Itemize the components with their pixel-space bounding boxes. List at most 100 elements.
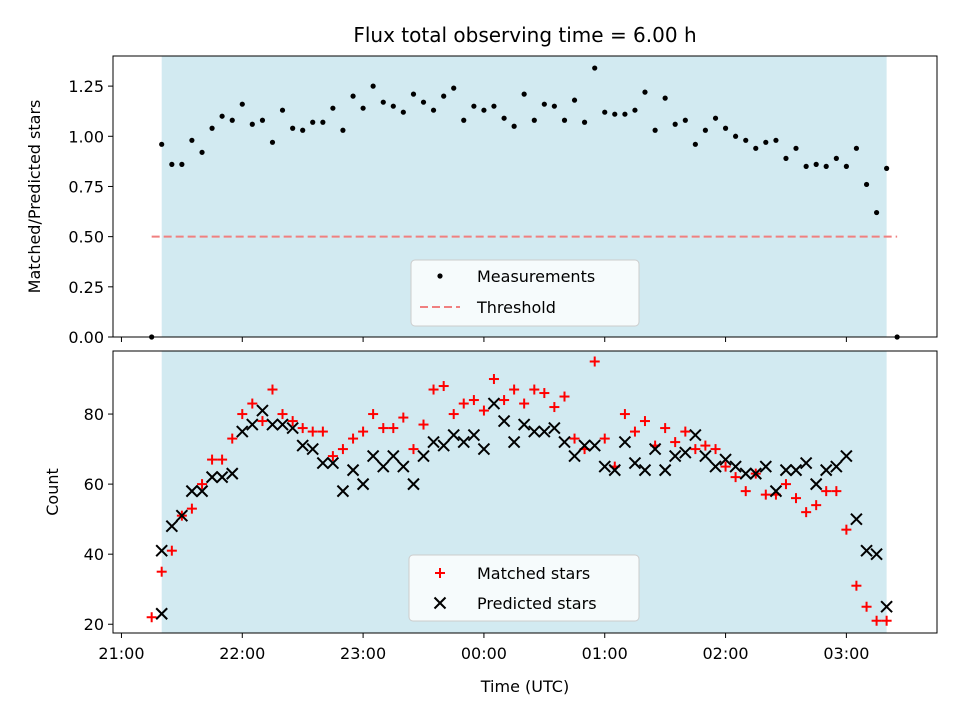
x-tick-label: 01:00	[582, 644, 628, 663]
measurement-point	[662, 95, 668, 101]
measurement-point	[642, 89, 648, 95]
predicted-star-point-b	[447, 428, 460, 442]
predicted-star-point-b	[588, 439, 601, 452]
predicted-star-point-b	[860, 544, 873, 557]
predicted-star-point-b	[538, 425, 551, 438]
measurement-point	[763, 139, 769, 145]
measurement-point	[521, 91, 527, 97]
matched-star-point	[348, 433, 359, 444]
predicted-star-point	[497, 414, 511, 428]
counts-legend: Matched stars Predicted stars	[408, 554, 640, 622]
matched-star-point	[307, 426, 318, 437]
counts-y-tick-label: 20	[84, 615, 104, 634]
predicted-star-point	[628, 456, 642, 470]
predicted-star-point	[286, 421, 299, 435]
measurement-point	[722, 125, 729, 131]
predicted-star-point-b	[155, 544, 168, 557]
measurement-point	[843, 163, 849, 169]
ratio-axes-frame	[112, 55, 938, 338]
matched-star-point	[639, 416, 650, 427]
predicted-star-point	[316, 456, 330, 470]
predicted-star-point	[407, 477, 420, 491]
matched-star-point	[186, 503, 197, 514]
predicted-star-point	[850, 512, 863, 526]
ratio-panel: 0.00 0.25 0.50 0.75 1.00 1.25 Matched/Predict…	[25, 55, 938, 347]
measurement-point	[461, 117, 467, 123]
predicted-star-points	[155, 397, 893, 620]
matched-star-point	[559, 391, 570, 402]
predicted-star-point-b	[668, 449, 682, 463]
predicted-star-point-b	[346, 463, 360, 477]
predicted-star-point-b	[598, 460, 611, 473]
measurement-point	[612, 111, 618, 117]
predicted-star-point	[256, 404, 269, 417]
predicted-star-point	[477, 442, 491, 456]
matched-star-point	[478, 405, 489, 416]
measurement-point	[884, 165, 890, 171]
predicted-star-point	[387, 449, 400, 463]
matched-star-point	[569, 433, 580, 444]
predicted-star-point-b	[427, 435, 440, 449]
measurement-point	[239, 101, 245, 107]
predicted-star-point	[860, 544, 873, 557]
measurement-point	[199, 149, 205, 155]
predicted-star-point	[437, 439, 450, 452]
matched-star-point	[740, 486, 751, 497]
matched-star-point	[549, 402, 560, 413]
counts-y-axis-label: Count	[43, 468, 62, 516]
matched-star-point	[227, 433, 238, 444]
matched-star-point	[237, 409, 248, 420]
measurement-point	[692, 141, 698, 147]
measurement-point	[813, 161, 819, 167]
predicted-star-point	[689, 428, 702, 442]
measurement-point	[622, 111, 628, 117]
predicted-star-point	[447, 428, 460, 442]
predicted-star-point	[326, 456, 340, 470]
predicted-star-point	[648, 442, 662, 456]
counts-y-tick-label: 80	[84, 405, 104, 424]
measurement-point	[189, 137, 195, 143]
measurement-point	[803, 163, 809, 169]
predicted-star-point	[779, 463, 793, 477]
measurement-point	[249, 121, 255, 127]
matched-star-point	[821, 486, 832, 497]
predicted-star-point-b	[397, 460, 410, 473]
measurement-point	[592, 65, 598, 71]
measurement-point	[743, 137, 749, 143]
predicted-star-point	[558, 435, 571, 449]
measurement-point	[793, 145, 799, 151]
measurement-point	[632, 107, 638, 113]
measurement-point	[310, 119, 316, 125]
x-tick-label: 02:00	[703, 644, 749, 663]
measurement-point	[783, 155, 789, 161]
predicted-star-point-b	[336, 484, 350, 498]
predicted-star-point	[205, 470, 219, 484]
predicted-star-point	[296, 439, 309, 452]
matched-star-point	[408, 444, 419, 455]
predicted-star-point-b	[306, 442, 319, 456]
x-tick-label: 22:00	[219, 644, 265, 663]
predicted-star-point	[699, 449, 712, 463]
measurement-point	[853, 145, 860, 151]
predicted-star-point	[769, 484, 783, 498]
predicted-star-point	[246, 418, 259, 431]
matched-star-point	[257, 416, 268, 427]
matched-star-point	[519, 398, 530, 409]
predicted-star-point-b	[296, 439, 309, 452]
predicted-star-point-b	[739, 467, 752, 480]
predicted-star-point	[175, 509, 189, 522]
matched-star-point	[670, 437, 681, 448]
matched-star-point	[166, 545, 177, 556]
predicted-star-point	[840, 449, 853, 463]
matched-star-point	[378, 423, 389, 434]
chart-title: Flux total observing time = 6.00 h	[353, 23, 696, 47]
predicted-star-point-b	[618, 435, 632, 449]
predicted-star-point	[709, 460, 722, 473]
legend-measurements-label: Measurements	[477, 267, 595, 286]
predicted-star-point-b	[648, 442, 662, 456]
predicted-star-point	[679, 446, 692, 459]
predicted-star-point-b	[377, 460, 390, 473]
predicted-star-point	[880, 600, 893, 613]
measurement-point	[753, 145, 759, 151]
